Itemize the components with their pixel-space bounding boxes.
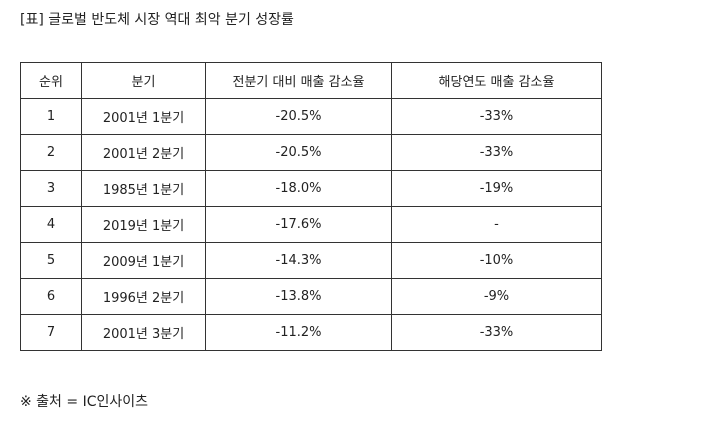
header-annual-decline: 해당연도 매출 감소율	[391, 62, 602, 99]
header-quarter: 분기	[81, 62, 206, 99]
table-caption: [표] 글로벌 반도체 시장 역대 최악 분기 성장률	[20, 12, 294, 28]
rank-cell: 7	[20, 314, 82, 351]
quarter-cell: 2001년 2분기	[81, 134, 206, 171]
header-qoq-decline: 전분기 대비 매출 감소율	[205, 62, 392, 99]
quarter-cell: 2001년 3분기	[81, 314, 206, 351]
qoq-decline-cell: -20.5%	[205, 98, 392, 135]
annual-decline-cell: -33%	[391, 98, 602, 135]
annual-decline-cell: -33%	[391, 314, 602, 351]
rank-cell: 1	[20, 98, 82, 135]
annual-decline-cell: -19%	[391, 170, 602, 207]
table-row: 6 1996년 2분기 -13.8% -9%	[20, 278, 602, 315]
qoq-decline-cell: -11.2%	[205, 314, 392, 351]
quarter-cell: 1985년 1분기	[81, 170, 206, 207]
table-row: 1 2001년 1분기 -20.5% -33%	[20, 98, 602, 135]
qoq-decline-cell: -18.0%	[205, 170, 392, 207]
annual-decline-cell: -9%	[391, 278, 602, 315]
annual-decline-cell: -10%	[391, 242, 602, 279]
quarterly-decline-table: 순위 분기 전분기 대비 매출 감소율 해당연도 매출 감소율 1 2001년 …	[20, 62, 602, 351]
table-row: 7 2001년 3분기 -11.2% -33%	[20, 314, 602, 351]
qoq-decline-cell: -20.5%	[205, 134, 392, 171]
source-note: ※ 출처 = IC인사이츠	[20, 394, 148, 410]
rank-cell: 4	[20, 206, 82, 243]
table-row: 2 2001년 2분기 -20.5% -33%	[20, 134, 602, 171]
qoq-decline-cell: -14.3%	[205, 242, 392, 279]
qoq-decline-cell: -13.8%	[205, 278, 392, 315]
qoq-decline-cell: -17.6%	[205, 206, 392, 243]
annual-decline-cell: -33%	[391, 134, 602, 171]
quarter-cell: 1996년 2분기	[81, 278, 206, 315]
quarter-cell: 2009년 1분기	[81, 242, 206, 279]
quarter-cell: 2001년 1분기	[81, 98, 206, 135]
quarter-cell: 2019년 1분기	[81, 206, 206, 243]
rank-cell: 2	[20, 134, 82, 171]
table-header-row: 순위 분기 전분기 대비 매출 감소율 해당연도 매출 감소율	[20, 62, 602, 99]
table-row: 4 2019년 1분기 -17.6% -	[20, 206, 602, 243]
header-rank: 순위	[20, 62, 82, 99]
rank-cell: 6	[20, 278, 82, 315]
table-row: 3 1985년 1분기 -18.0% -19%	[20, 170, 602, 207]
table-row: 5 2009년 1분기 -14.3% -10%	[20, 242, 602, 279]
rank-cell: 3	[20, 170, 82, 207]
rank-cell: 5	[20, 242, 82, 279]
annual-decline-cell: -	[391, 206, 602, 243]
